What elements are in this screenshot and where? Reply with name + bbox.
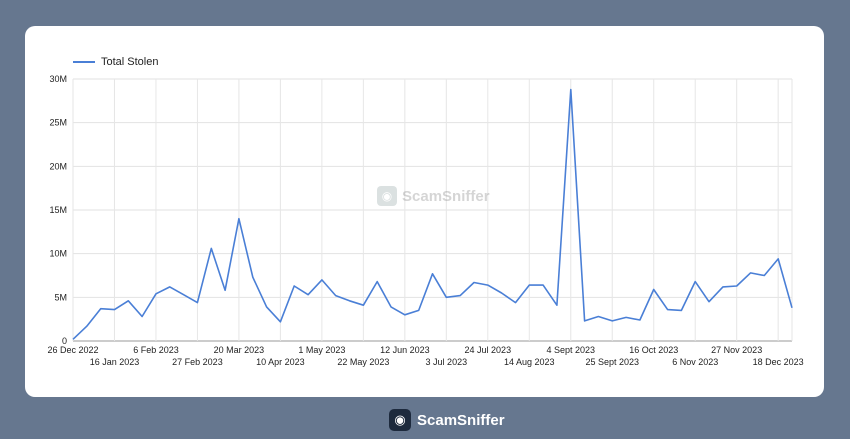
chart-card: Total Stolen 0 5M 10M 15M 20M 25M 30M 26 Dec 2… (25, 26, 824, 397)
y-tick-label: 20M (49, 161, 67, 171)
line-chart: 0 5M 10M 15M 20M 25M 30M 26 Dec 2022 16 Jan 202… (47, 74, 803, 367)
legend-swatch (73, 61, 95, 63)
y-tick-label: 15M (49, 205, 67, 215)
x-tick-label: 6 Feb 2023 (133, 345, 179, 355)
footer-brand: ◉ ScamSniffer (389, 409, 505, 431)
y-tick-label: 10M (49, 249, 67, 259)
x-tick-label: 24 Jul 2023 (465, 345, 512, 355)
x-tick-label: 3 Jul 2023 (426, 357, 468, 367)
x-tick-label: 26 Dec 2022 (47, 345, 98, 355)
y-tick-label: 5M (54, 292, 67, 302)
brand-logo-icon: ◉ (389, 409, 411, 431)
x-tick-label: 10 Apr 2023 (256, 357, 305, 367)
y-tick-label: 25M (49, 118, 67, 128)
legend: Total Stolen (73, 54, 158, 70)
x-tick-label: 22 May 2023 (337, 357, 389, 367)
x-tick-label: 16 Jan 2023 (90, 357, 140, 367)
x-tick-label: 14 Aug 2023 (504, 357, 555, 367)
y-tick-label: 30M (49, 74, 67, 84)
x-tick-label: 12 Jun 2023 (380, 345, 430, 355)
y-tick-label: 0 (62, 336, 67, 346)
x-tick-label: 27 Feb 2023 (172, 357, 223, 367)
x-tick-label: 4 Sept 2023 (546, 345, 595, 355)
x-tick-label: 6 Nov 2023 (672, 357, 718, 367)
x-axis-ticks: 26 Dec 2022 16 Jan 2023 6 Feb 2023 27 Feb 2… (47, 345, 803, 367)
footer-brand-text: ScamSniffer (417, 411, 505, 429)
series-line-total-stolen (72, 88, 793, 340)
x-tick-label: 1 May 2023 (298, 345, 345, 355)
series (72, 88, 793, 340)
watermark-text: ScamSniffer (402, 187, 490, 205)
grid (72, 78, 793, 342)
x-tick-label: 27 Nov 2023 (711, 345, 762, 355)
y-axis-ticks: 0 5M 10M 15M 20M 25M 30M (49, 74, 67, 346)
watermark: ◉ ScamSniffer (377, 186, 490, 206)
x-tick-label: 20 Mar 2023 (214, 345, 265, 355)
x-tick-label: 25 Sept 2023 (585, 357, 639, 367)
legend-label: Total Stolen (101, 56, 159, 68)
shield-icon: ◉ (377, 186, 397, 206)
x-tick-label: 16 Oct 2023 (629, 345, 678, 355)
x-tick-label: 18 Dec 2023 (753, 357, 804, 367)
